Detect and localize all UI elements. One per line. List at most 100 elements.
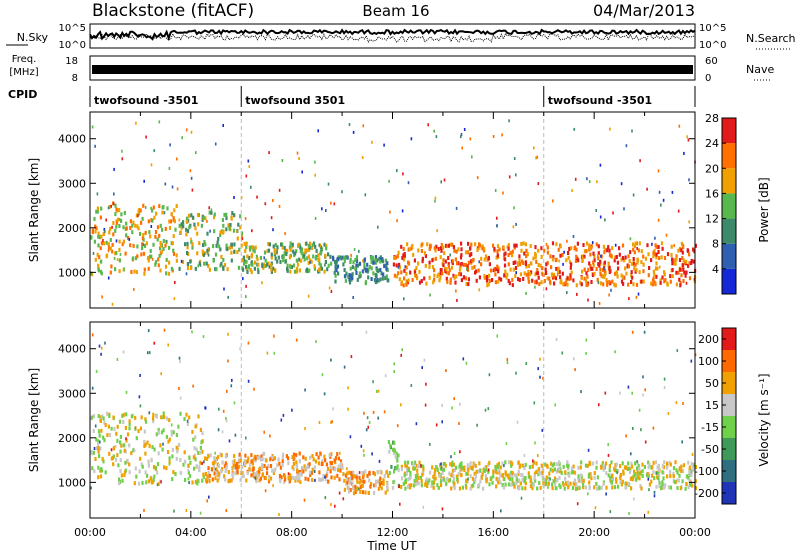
- echo-mark: [617, 484, 620, 489]
- echo-mark: [457, 247, 460, 252]
- echo-mark: [368, 421, 371, 424]
- echo-mark: [409, 470, 412, 475]
- echo-mark: [624, 255, 627, 260]
- echo-mark: [351, 272, 354, 277]
- echo-mark: [219, 230, 222, 235]
- echo-mark: [208, 495, 210, 499]
- echo-mark: [365, 428, 368, 432]
- echo-mark: [416, 468, 419, 473]
- echo-mark: [167, 439, 170, 444]
- echo-mark: [586, 274, 589, 279]
- freq-unit-label: [MHz]: [9, 67, 38, 78]
- echo-mark: [90, 486, 92, 490]
- echo-mark: [148, 230, 151, 235]
- echo-mark: [181, 136, 183, 140]
- echo-mark: [566, 463, 569, 468]
- echo-mark: [99, 246, 102, 251]
- echo-mark: [449, 253, 451, 257]
- echo-mark: [675, 257, 678, 262]
- echo-mark: [274, 242, 277, 247]
- echo-mark: [264, 264, 267, 268]
- echo-mark: [191, 480, 194, 485]
- echo-mark: [496, 468, 500, 473]
- echo-mark: [539, 357, 541, 361]
- echo-mark: [146, 256, 150, 261]
- echo-mark: [278, 204, 281, 208]
- echo-mark: [386, 261, 389, 266]
- echo-mark: [349, 488, 352, 492]
- echo-mark: [347, 470, 351, 475]
- echo-mark: [216, 240, 219, 245]
- echo-mark: [245, 478, 248, 483]
- echo-mark: [239, 478, 242, 483]
- echo-mark: [405, 265, 408, 270]
- echo-mark: [496, 264, 499, 269]
- echo-mark: [511, 277, 514, 282]
- echo-mark: [478, 260, 480, 264]
- echo-mark: [584, 485, 588, 490]
- echo-mark: [384, 374, 387, 378]
- echo-mark: [595, 460, 598, 465]
- echo-mark: [175, 433, 178, 437]
- echo-mark: [466, 479, 469, 484]
- echo-mark: [204, 478, 208, 483]
- echo-mark: [228, 245, 231, 250]
- echo-mark: [540, 463, 543, 468]
- echo-mark: [645, 473, 649, 478]
- echo-mark: [625, 271, 628, 276]
- echo-mark: [680, 464, 683, 469]
- echo-mark: [347, 407, 349, 411]
- echo-mark: [162, 247, 165, 251]
- echo-mark: [510, 470, 513, 475]
- echo-mark: [374, 483, 377, 488]
- echo-mark: [680, 469, 683, 474]
- echo-mark: [619, 476, 622, 481]
- echo-mark: [126, 235, 130, 240]
- echo-mark: [144, 451, 147, 456]
- echo-mark: [329, 469, 332, 474]
- echo-mark: [308, 470, 312, 475]
- echo-mark: [643, 465, 646, 469]
- echo-mark: [410, 483, 413, 488]
- echo-mark: [656, 465, 659, 470]
- echo-mark: [95, 437, 98, 442]
- echo-mark: [104, 230, 106, 233]
- echo-mark: [566, 276, 569, 281]
- echo-mark: [408, 483, 411, 488]
- echo-mark: [333, 475, 336, 480]
- echo-mark: [230, 245, 233, 250]
- echo-mark: [496, 253, 499, 258]
- echo-mark: [227, 479, 230, 484]
- echo-mark: [506, 361, 509, 365]
- echo-mark: [614, 255, 617, 260]
- echo-mark: [222, 409, 225, 413]
- echo-mark: [563, 486, 566, 491]
- echo-mark: [333, 202, 336, 206]
- echo-mark: [98, 255, 101, 260]
- echo-mark: [653, 494, 656, 498]
- echo-mark: [540, 280, 543, 285]
- echo-mark: [153, 149, 156, 153]
- echo-mark: [126, 432, 130, 437]
- echo-mark: [400, 403, 402, 407]
- echo-mark: [163, 328, 166, 332]
- echo-mark: [151, 480, 154, 485]
- echo-mark: [611, 279, 614, 284]
- echo-mark: [675, 468, 678, 473]
- echo-mark: [129, 243, 132, 248]
- echo-mark: [615, 462, 618, 467]
- echo-mark: [115, 431, 118, 436]
- echo-mark: [123, 473, 126, 478]
- echo-mark: [519, 481, 522, 486]
- echo-mark: [514, 473, 517, 478]
- echo-mark: [253, 260, 257, 265]
- echo-mark: [501, 483, 504, 487]
- echo-mark: [691, 483, 694, 488]
- echo-mark: [309, 455, 312, 460]
- echo-mark: [278, 461, 281, 466]
- echo-mark: [282, 452, 285, 457]
- echo-mark: [151, 218, 154, 223]
- echo-mark: [228, 226, 231, 231]
- echo-mark: [396, 458, 399, 463]
- echo-mark: [178, 218, 181, 222]
